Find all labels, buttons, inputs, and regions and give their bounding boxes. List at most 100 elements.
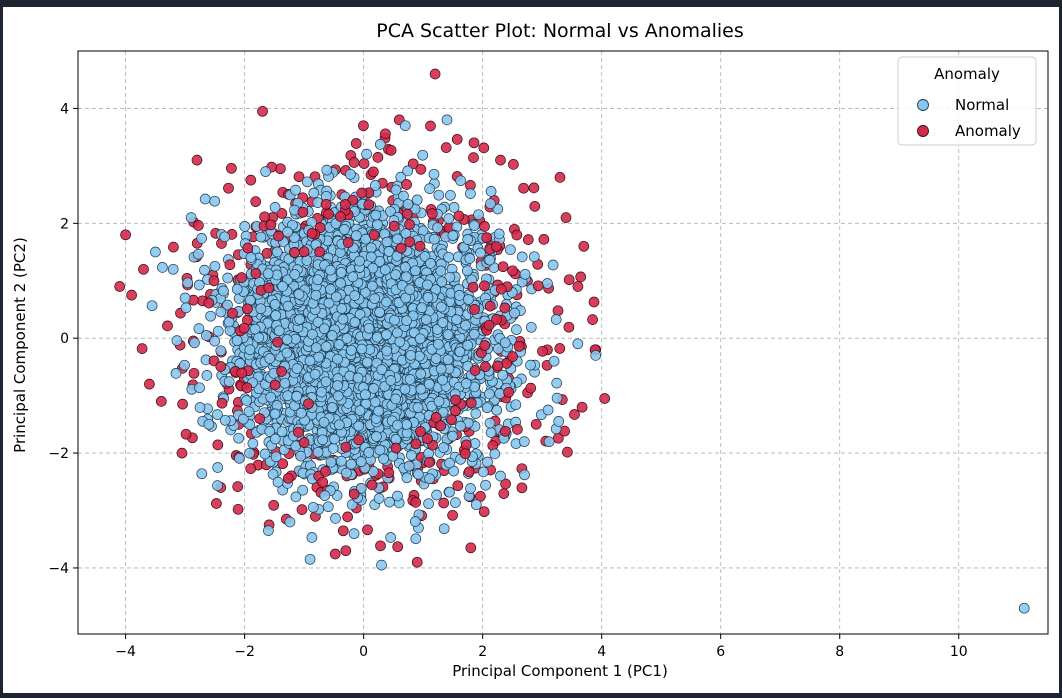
anomaly-point [348,157,360,168]
normal-point [325,283,336,295]
normal-point [262,268,274,280]
anomaly-point [491,314,502,325]
y-tick-label: 2 [60,216,69,232]
anomaly-point [388,220,400,232]
normal-point [480,479,491,491]
anomaly-point [525,382,537,394]
anomaly-point [144,378,155,390]
anomaly-point [368,166,379,178]
anomaly-point [317,476,329,488]
normal-point [276,426,288,438]
anomaly-point [522,234,534,245]
normal-point [389,314,400,326]
normal-point [470,408,482,419]
normal-point [444,486,455,498]
normal-point [432,222,443,234]
normal-point [354,405,366,416]
x-tick-label: 10 [950,644,968,660]
normal-point [277,281,289,292]
normal-point [269,433,281,445]
normal-point [415,368,427,380]
normal-point [372,219,383,230]
normal-point [361,148,372,160]
anomaly-point [273,230,284,242]
normal-point [185,212,197,223]
normal-point [424,183,435,194]
normal-point [473,209,484,221]
normal-point [376,559,387,571]
anomaly-point [212,439,224,451]
normal-point [194,402,206,413]
normal-point [484,388,495,400]
normal-point [150,246,161,258]
anomaly-point [242,303,253,315]
normal-point [402,165,414,177]
anomaly-point [298,437,310,448]
anomaly-point [395,242,407,254]
legend-label-normal: Normal [955,96,1009,114]
normal-point [282,226,294,238]
normal-point [494,388,506,399]
normal-point [475,247,486,259]
normal-point [265,391,277,403]
anomaly-point [257,105,268,117]
normal-point [381,329,392,340]
anomaly-point [479,280,490,292]
normal-point [244,447,255,459]
anomaly-point [241,382,253,394]
normal-point [411,194,423,206]
normal-point [381,296,392,308]
normal-point [360,389,371,401]
normal-point [333,339,345,350]
anomaly-point [298,246,310,258]
normal-point [203,418,215,430]
anomaly-point [508,159,519,170]
anomaly-point [380,128,391,140]
normal-point [478,466,489,478]
anomaly-point [465,397,477,409]
normal-point [193,248,204,260]
normal-point [260,166,271,177]
normal-point [454,346,466,358]
normal-point [295,450,307,462]
normal-point [146,300,158,312]
y-tick-label: −4 [48,561,69,577]
anomaly-point [563,274,575,286]
anomaly-point [499,302,511,314]
anomaly-point [114,281,126,292]
anomaly-point [479,340,491,351]
normal-point [259,448,271,460]
anomaly-point [532,280,544,292]
normal-point [316,386,327,398]
anomaly-point [492,360,504,372]
normal-point [443,213,455,224]
normal-point [528,251,540,263]
normal-point [470,499,482,511]
normal-point [450,497,461,508]
y-tick-label: 0 [60,331,69,347]
normal-point [410,265,421,277]
anomaly-point [176,447,188,459]
normal-point [435,363,447,375]
normal-point [249,323,261,335]
anomaly-point [513,340,525,352]
normal-point [371,431,382,442]
normal-point [330,513,341,524]
normal-point [245,252,257,263]
normal-point [361,356,373,368]
normal-point [572,338,584,350]
normal-point [374,139,386,150]
normal-point [215,345,227,357]
anomaly-point [478,142,490,154]
legend-marker-anomaly [917,125,929,137]
normal-point [189,337,200,349]
normal-point [212,325,224,337]
anomaly-point [435,420,447,432]
anomaly-point [512,424,523,435]
normal-point [465,188,476,199]
anomaly-point [358,120,369,132]
normal-point [435,301,447,313]
normal-point [201,370,213,381]
normal-point [291,390,303,402]
anomaly-point [465,542,477,554]
